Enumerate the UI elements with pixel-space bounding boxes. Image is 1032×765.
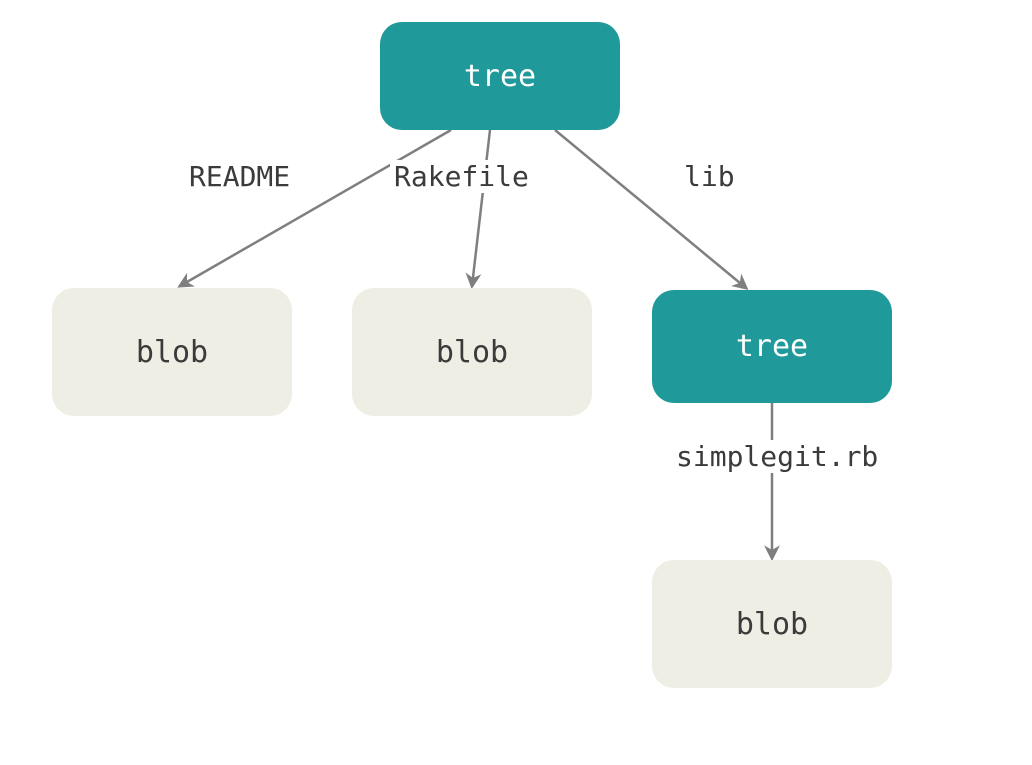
tree-node: tree <box>380 22 620 130</box>
blob-node: blob <box>652 560 892 688</box>
node-label: tree <box>736 329 808 364</box>
edge-label: simplegit.rb <box>672 440 882 473</box>
edge-arrow <box>555 130 746 288</box>
edge-label: lib <box>680 160 739 193</box>
tree-node: tree <box>652 290 892 403</box>
node-label: tree <box>464 59 536 94</box>
edge-arrow <box>180 130 451 286</box>
blob-node: blob <box>352 288 592 416</box>
node-label: blob <box>736 607 808 642</box>
node-label: blob <box>136 335 208 370</box>
blob-node: blob <box>52 288 292 416</box>
edge-label: README <box>185 160 294 193</box>
edge-label: Rakefile <box>390 160 533 193</box>
node-label: blob <box>436 335 508 370</box>
git-object-tree-diagram: tree blob blob tree blob README Rakefile lib si… <box>0 0 1032 765</box>
edge-arrow <box>472 130 490 286</box>
